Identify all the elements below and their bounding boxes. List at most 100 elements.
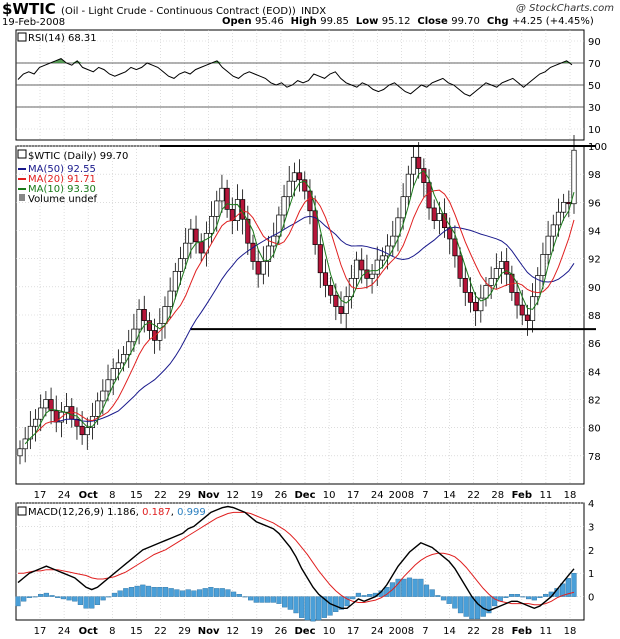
x-tick-label: Feb: [512, 490, 532, 501]
x-tick-label: 15: [130, 626, 143, 637]
macd-histogram-bar: [514, 594, 520, 597]
macd-line: [17, 505, 575, 612]
candle: [245, 205, 251, 256]
candle-body: [32, 418, 39, 427]
candle-body: [95, 400, 101, 417]
candle: [395, 207, 401, 252]
x-tick-label: 15: [130, 490, 143, 501]
y-tick-label: 3: [588, 522, 594, 533]
macd-histogram-bar: [32, 596, 38, 598]
y-tick-label: 70: [588, 59, 601, 70]
x-tick-label: 12: [226, 626, 239, 637]
x-tick-label: 29: [178, 490, 191, 501]
candle: [32, 409, 39, 442]
macd-histogram-bar: [508, 594, 515, 597]
candle: [307, 179, 313, 225]
y-tick-label: 80: [588, 424, 601, 435]
ohlc-summary: Open 95.46 High 99.85 Low 95.12 Close 99…: [222, 16, 594, 27]
macd-histogram-bar: [157, 587, 163, 597]
candle-body: [89, 416, 96, 429]
candle: [141, 295, 147, 333]
candle: [555, 198, 562, 237]
candle: [545, 220, 551, 265]
candle-body: [79, 425, 85, 436]
ma10-line: [24, 169, 575, 445]
candle-body: [333, 294, 339, 307]
macd-histogram-bar: [463, 596, 469, 617]
x-tick-label: 26: [275, 626, 288, 637]
candle-body: [322, 272, 329, 286]
close-label: Close: [417, 16, 448, 27]
candle: [84, 417, 90, 450]
candle: [131, 313, 137, 352]
candle: [48, 387, 54, 425]
candle-body: [224, 187, 230, 210]
candle: [177, 246, 184, 285]
candle: [504, 247, 510, 286]
candle-body: [162, 306, 168, 324]
candle-body: [38, 407, 44, 420]
candle: [343, 286, 349, 329]
rsi-line: [17, 58, 573, 97]
x-tick-label: Oct: [79, 626, 98, 637]
macd-histogram-bar: [520, 596, 526, 598]
x-tick-label: Oct: [79, 490, 98, 501]
candle-body: [504, 261, 510, 275]
candle-body: [374, 259, 380, 275]
y-tick-label: 4: [588, 499, 594, 510]
macd-histogram-bar: [503, 596, 509, 598]
macd-histogram-bar: [537, 596, 543, 598]
macd-histogram-bar: [94, 596, 101, 605]
candle-body: [436, 213, 442, 221]
candle: [400, 183, 406, 230]
macd-histogram-bar: [491, 596, 498, 607]
candle-body: [131, 328, 137, 343]
candle-body: [421, 168, 427, 183]
candle: [172, 262, 178, 300]
candle: [359, 248, 365, 284]
candle-body: [467, 292, 473, 303]
candle: [478, 284, 484, 323]
candle-body: [328, 285, 334, 296]
x-tick-label: 8: [109, 626, 115, 637]
candle-body: [317, 244, 323, 274]
panel-frame-price: [15, 145, 585, 485]
candle-body: [64, 406, 70, 413]
macd-histogram-bar: [446, 596, 452, 604]
x-tick-label: Dec: [294, 626, 315, 637]
x-tick-label: 10: [323, 626, 336, 637]
candle: [281, 184, 287, 229]
candle-body: [535, 275, 541, 298]
x-tick-label: 10: [323, 490, 336, 501]
legend-entry: MA(20) 91.71: [28, 174, 96, 185]
macd-histogram-bar: [265, 596, 271, 603]
high-label: High: [290, 16, 317, 27]
macd-histogram-bar: [321, 596, 327, 618]
macd-histogram-bar: [418, 578, 424, 597]
candle-body: [84, 427, 90, 436]
candle-body: [493, 268, 499, 279]
rsi-overbought-fill: [55, 58, 62, 63]
candle-body: [183, 242, 189, 260]
candle-body: [198, 241, 204, 254]
candle: [421, 158, 427, 198]
close-value: 99.70: [451, 16, 480, 27]
candle-body: [369, 273, 375, 279]
macd-histogram-bar: [196, 589, 203, 597]
candle: [157, 308, 163, 351]
candle-body: [110, 368, 116, 381]
candle: [405, 165, 411, 206]
y-tick-label: 98: [588, 170, 601, 181]
x-tick-label: 24: [58, 490, 71, 501]
legend-entry: MA(50) 92.55: [28, 164, 96, 175]
candle: [462, 266, 468, 306]
candle-body: [410, 156, 417, 175]
macd-histogram-bar: [242, 596, 248, 598]
candle-body: [416, 156, 422, 169]
x-tick-label: 26: [275, 490, 288, 501]
candle-body: [514, 292, 520, 306]
candle: [317, 234, 323, 288]
candle-body: [250, 242, 256, 262]
macd-histogram-bar: [531, 596, 537, 601]
